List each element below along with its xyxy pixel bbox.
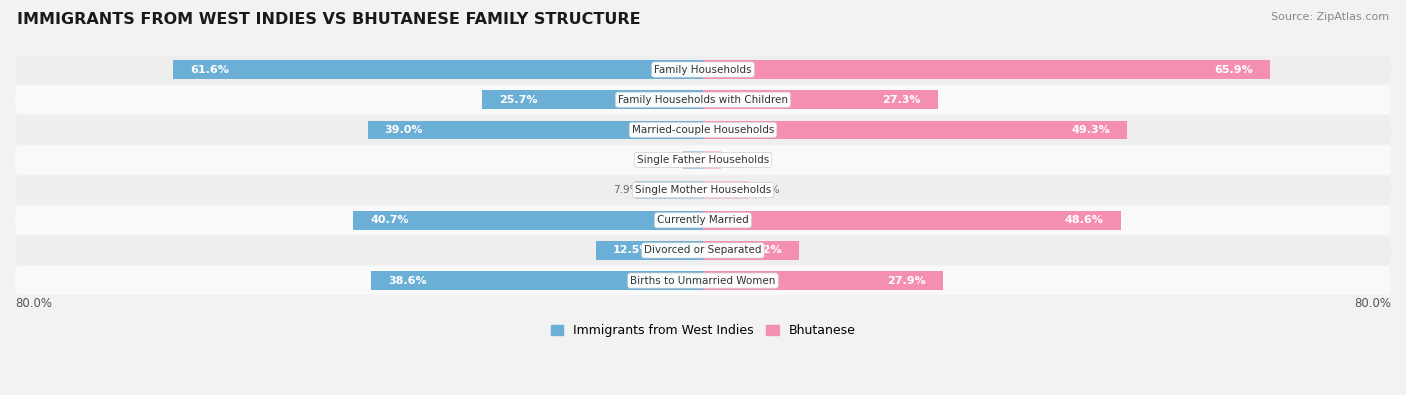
FancyBboxPatch shape	[15, 206, 1391, 235]
Bar	[703, 150, 721, 169]
Text: Currently Married: Currently Married	[657, 215, 749, 225]
Text: 27.9%: 27.9%	[887, 276, 925, 286]
Bar	[636, 181, 703, 199]
Bar	[703, 120, 1128, 139]
Text: 27.3%: 27.3%	[882, 95, 921, 105]
Text: 61.6%: 61.6%	[190, 64, 229, 75]
Legend: Immigrants from West Indies, Bhutanese: Immigrants from West Indies, Bhutanese	[546, 320, 860, 342]
Text: 48.6%: 48.6%	[1064, 215, 1104, 225]
Bar	[703, 181, 748, 199]
Text: Births to Unmarried Women: Births to Unmarried Women	[630, 276, 776, 286]
FancyBboxPatch shape	[15, 85, 1391, 114]
Bar	[683, 150, 703, 169]
Text: 39.0%: 39.0%	[385, 125, 423, 135]
Text: 38.6%: 38.6%	[388, 276, 427, 286]
Text: 65.9%: 65.9%	[1213, 64, 1253, 75]
Bar	[482, 90, 703, 109]
Text: Single Father Households: Single Father Households	[637, 155, 769, 165]
Bar	[703, 211, 1121, 229]
FancyBboxPatch shape	[15, 55, 1391, 84]
Text: 80.0%: 80.0%	[15, 297, 52, 310]
Bar	[371, 271, 703, 290]
Text: Divorced or Separated: Divorced or Separated	[644, 245, 762, 256]
Text: Family Households: Family Households	[654, 64, 752, 75]
Bar	[703, 60, 1270, 79]
Text: IMMIGRANTS FROM WEST INDIES VS BHUTANESE FAMILY STRUCTURE: IMMIGRANTS FROM WEST INDIES VS BHUTANESE…	[17, 12, 641, 27]
FancyBboxPatch shape	[15, 266, 1391, 295]
FancyBboxPatch shape	[15, 176, 1391, 205]
Text: 12.5%: 12.5%	[613, 245, 651, 256]
Text: 40.7%: 40.7%	[370, 215, 409, 225]
Bar	[703, 90, 938, 109]
Text: 5.3%: 5.3%	[752, 185, 779, 195]
Text: 11.2%: 11.2%	[744, 245, 782, 256]
Text: 2.3%: 2.3%	[661, 155, 688, 165]
FancyBboxPatch shape	[15, 236, 1391, 265]
Text: 7.9%: 7.9%	[613, 185, 640, 195]
Bar	[367, 120, 703, 139]
FancyBboxPatch shape	[15, 145, 1391, 175]
Text: 80.0%: 80.0%	[1354, 297, 1391, 310]
Bar	[703, 241, 800, 260]
Text: Married-couple Households: Married-couple Households	[631, 125, 775, 135]
Text: Single Mother Households: Single Mother Households	[636, 185, 770, 195]
FancyBboxPatch shape	[15, 115, 1391, 144]
Text: 2.1%: 2.1%	[725, 155, 752, 165]
Text: 49.3%: 49.3%	[1071, 125, 1109, 135]
Text: Family Households with Children: Family Households with Children	[619, 95, 787, 105]
Text: 25.7%: 25.7%	[499, 95, 537, 105]
Bar	[353, 211, 703, 229]
Bar	[173, 60, 703, 79]
Bar	[703, 271, 943, 290]
Text: Source: ZipAtlas.com: Source: ZipAtlas.com	[1271, 12, 1389, 22]
Bar	[596, 241, 703, 260]
